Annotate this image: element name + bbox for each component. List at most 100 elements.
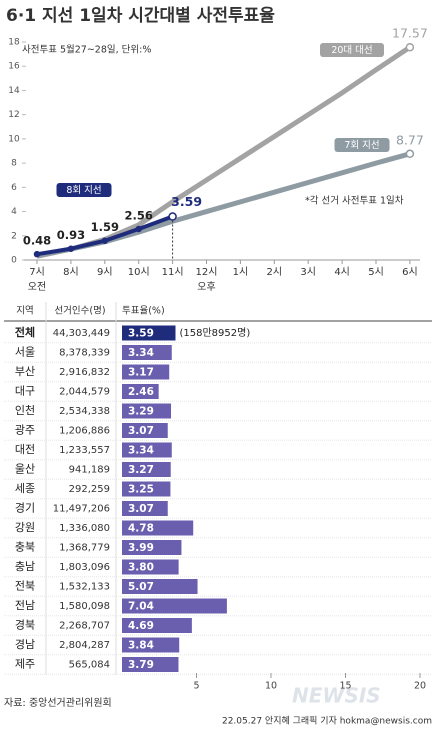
point <box>405 42 415 52</box>
point <box>67 245 75 252</box>
y-tick-label: 2 <box>11 231 17 241</box>
y-tick-label: 14 <box>8 86 20 96</box>
value-label: 4.69 <box>128 620 154 632</box>
point <box>405 149 415 159</box>
column-header: 선거인수(명) <box>54 306 105 317</box>
voters: 8,378,339 <box>59 348 110 359</box>
title: 6·1 지선 1일차 시간대별 사전투표율 <box>6 6 275 26</box>
voters: 1,233,557 <box>59 445 110 456</box>
x-sublabel: 오전 <box>28 281 46 293</box>
region-label: 대구 <box>15 385 35 398</box>
credit: 22.05.27 안지혜 그래픽 기자 hokma@newsis.com <box>222 715 432 727</box>
x-tick-label: 5시 <box>368 266 384 278</box>
column-header: 투표율(%) <box>122 306 165 317</box>
point <box>101 237 109 244</box>
value-label: 3.17 <box>128 367 154 379</box>
x-sublabel: 오후 <box>197 281 215 293</box>
value-label: 3.80 <box>128 562 154 574</box>
region-label: 제주 <box>15 658 35 671</box>
series-tag <box>320 43 384 57</box>
source: 자료: 중앙선거관리위원회 <box>4 696 112 709</box>
voters: 292,259 <box>69 484 110 495</box>
bar <box>122 364 170 380</box>
value-label: 2.56 <box>125 208 153 222</box>
value-label: 0.48 <box>23 234 51 248</box>
value-label: 3.07 <box>128 425 154 437</box>
voters: 565,084 <box>69 660 110 671</box>
value-label: 3.59 <box>128 328 154 340</box>
value-label: 3.34 <box>128 347 154 359</box>
x-tick-label: 10시 <box>128 266 150 278</box>
region-label: 경북 <box>15 619 35 632</box>
region-label: 전북 <box>15 580 35 593</box>
voters: 941,189 <box>69 465 110 476</box>
region-label: 전남 <box>15 599 35 612</box>
y-tick-label: 12 <box>8 110 19 120</box>
bar <box>122 442 172 458</box>
voters: 1,336,080 <box>59 523 110 534</box>
y-tick-label: 0 <box>11 256 17 266</box>
point <box>168 212 177 221</box>
value-label: 3.27 <box>128 464 154 476</box>
voters: 2,044,579 <box>59 387 110 398</box>
region-label: 경남 <box>15 638 35 651</box>
value-label: 3.34 <box>128 445 154 457</box>
voters: 11,497,206 <box>53 504 110 515</box>
value-label: 0.93 <box>57 228 85 242</box>
bar <box>122 462 171 477</box>
value-label: 1.59 <box>91 220 119 234</box>
voters: 2,534,338 <box>59 406 110 417</box>
point <box>135 225 142 233</box>
note: *각 선거 사전투표 1일차 <box>305 195 404 207</box>
region-label: 강원 <box>15 521 35 534</box>
y-tick-label: 8 <box>11 159 17 169</box>
bar <box>122 345 172 360</box>
x-tick-label: 1시 <box>233 266 249 278</box>
x-tick-label: 5 <box>193 681 199 692</box>
legend-label: 8회 지선 <box>66 185 101 196</box>
point <box>33 250 41 258</box>
region-label: 세종 <box>15 482 35 495</box>
total-note: (158만8952명) <box>179 327 250 339</box>
voters: 1,368,779 <box>59 543 110 554</box>
x-tick-label: 12시 <box>196 266 218 278</box>
legend-label: 20대 대선 <box>331 45 372 56</box>
region-label: 충북 <box>15 541 35 554</box>
voters: 44,303,449 <box>53 328 110 339</box>
bar <box>122 423 168 438</box>
value-label: 4.78 <box>128 523 154 535</box>
value-label: 5.07 <box>128 581 154 593</box>
value-label: 3.07 <box>128 503 154 515</box>
value-label: 3.29 <box>128 406 154 418</box>
value-label: 17.57 <box>392 26 428 41</box>
voters: 1,206,886 <box>59 426 110 437</box>
y-tick-label: 18 <box>8 38 20 48</box>
bar <box>122 579 198 594</box>
bar <box>122 540 182 555</box>
x-tick-label: 6시 <box>402 266 418 278</box>
region-label: 인천 <box>15 403 35 417</box>
voters: 1,580,098 <box>59 601 110 612</box>
value-label: 8.77 <box>396 132 424 147</box>
region-label: 울산 <box>15 463 35 476</box>
value-label: 2.46 <box>128 386 154 398</box>
bar <box>122 501 168 516</box>
voters: 2,804,287 <box>59 640 110 651</box>
y-tick-label: 6 <box>11 183 17 193</box>
region-label: 광주 <box>15 424 35 437</box>
x-tick-label: 8시 <box>63 266 79 278</box>
region-label: 서울 <box>15 346 35 359</box>
x-tick-label: 15 <box>339 681 351 692</box>
value-label: 3.25 <box>128 484 154 496</box>
region-label: 충남 <box>15 560 35 573</box>
value-label: 3.79 <box>128 659 154 671</box>
voters: 1,532,133 <box>59 582 110 593</box>
voters: 2,268,707 <box>59 621 110 632</box>
column-header: 지역 <box>16 306 33 317</box>
bar <box>122 559 179 575</box>
region-label: 경기 <box>15 502 35 515</box>
subtitle: 사전투표 5월27~28일, 단위:% <box>22 44 151 56</box>
series-tag <box>56 183 112 197</box>
x-tick-label: 10 <box>265 681 277 692</box>
